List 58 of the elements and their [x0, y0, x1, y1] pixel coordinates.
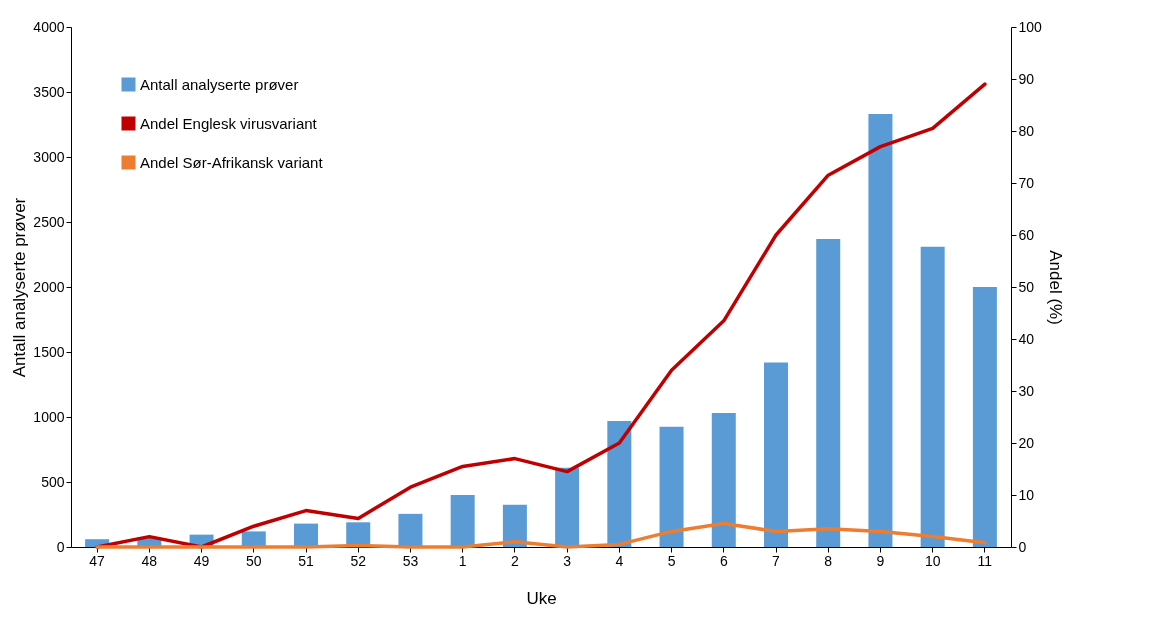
- x-tick-label: 47: [89, 552, 106, 569]
- bar: [711, 413, 736, 547]
- bar: [294, 523, 318, 547]
- y2-tick-label: 0: [1018, 538, 1027, 555]
- bar: [398, 513, 423, 547]
- legend-label: Antall analyserte prøver: [140, 75, 299, 93]
- y2-tick-label: 40: [1018, 330, 1035, 347]
- legend-label: Andel Sør-Afrikansk variant: [140, 153, 324, 171]
- y-tick-label: 500: [41, 473, 65, 490]
- y-tick-label: 4000: [33, 18, 65, 35]
- y-tick-label: 2000: [33, 278, 65, 295]
- y-tick-label: 0: [56, 538, 65, 555]
- y2-tick-label: 60: [1018, 226, 1035, 243]
- bar: [659, 426, 684, 547]
- x-tick-label: 50: [245, 552, 262, 569]
- bar: [555, 467, 580, 547]
- x-tick-label: 51: [298, 552, 314, 569]
- x-tick-label: 11: [977, 552, 993, 569]
- bar: [502, 504, 527, 547]
- x-tick-label: 3: [563, 552, 572, 569]
- bar: [920, 246, 945, 547]
- y2-tick-label: 10: [1018, 486, 1035, 503]
- y2-tick-label: 90: [1018, 70, 1035, 87]
- y-tick-label: 3000: [33, 148, 65, 165]
- bar: [816, 238, 841, 547]
- y-tick-label: 2500: [33, 213, 65, 230]
- y2-tick-label: 30: [1018, 382, 1035, 399]
- x-tick-label: 52: [350, 552, 367, 569]
- y2-axis-title: Andel (%): [1045, 250, 1065, 325]
- x-tick-label: 1: [458, 552, 467, 569]
- legend-label: Andel Englesk virusvariant: [140, 114, 318, 132]
- x-tick-label: 9: [876, 552, 885, 569]
- y2-tick-label: 80: [1018, 122, 1035, 139]
- x-tick-label: 5: [667, 552, 676, 569]
- x-axis-title: Uke: [526, 588, 557, 608]
- x-tick-label: 48: [141, 552, 158, 569]
- bar: [450, 495, 475, 547]
- y2-tick-label: 70: [1018, 174, 1035, 191]
- bar: [868, 114, 893, 547]
- y-axis-title: Antall analyserte prøver: [10, 197, 30, 378]
- x-tick-label: 7: [772, 552, 781, 569]
- y2-tick-label: 50: [1018, 278, 1035, 295]
- y2-tick-label: 100: [1018, 18, 1043, 35]
- y-tick-label: 3500: [33, 83, 65, 100]
- x-tick-label: 53: [402, 552, 419, 569]
- x-tick-label: 4: [615, 552, 624, 569]
- y-tick-label: 1000: [33, 408, 65, 425]
- x-tick-label: 2: [510, 552, 519, 569]
- bar: [764, 362, 788, 547]
- y2-tick-label: 20: [1018, 434, 1035, 451]
- x-tick-label: 10: [924, 552, 941, 569]
- line-series: [95, 521, 987, 549]
- x-tick-label: 49: [193, 552, 210, 569]
- bar: [607, 420, 632, 547]
- bar: [972, 287, 997, 547]
- y-tick-label: 1500: [33, 343, 65, 360]
- x-tick-label: 6: [719, 552, 728, 569]
- x-tick-label: 8: [824, 552, 833, 569]
